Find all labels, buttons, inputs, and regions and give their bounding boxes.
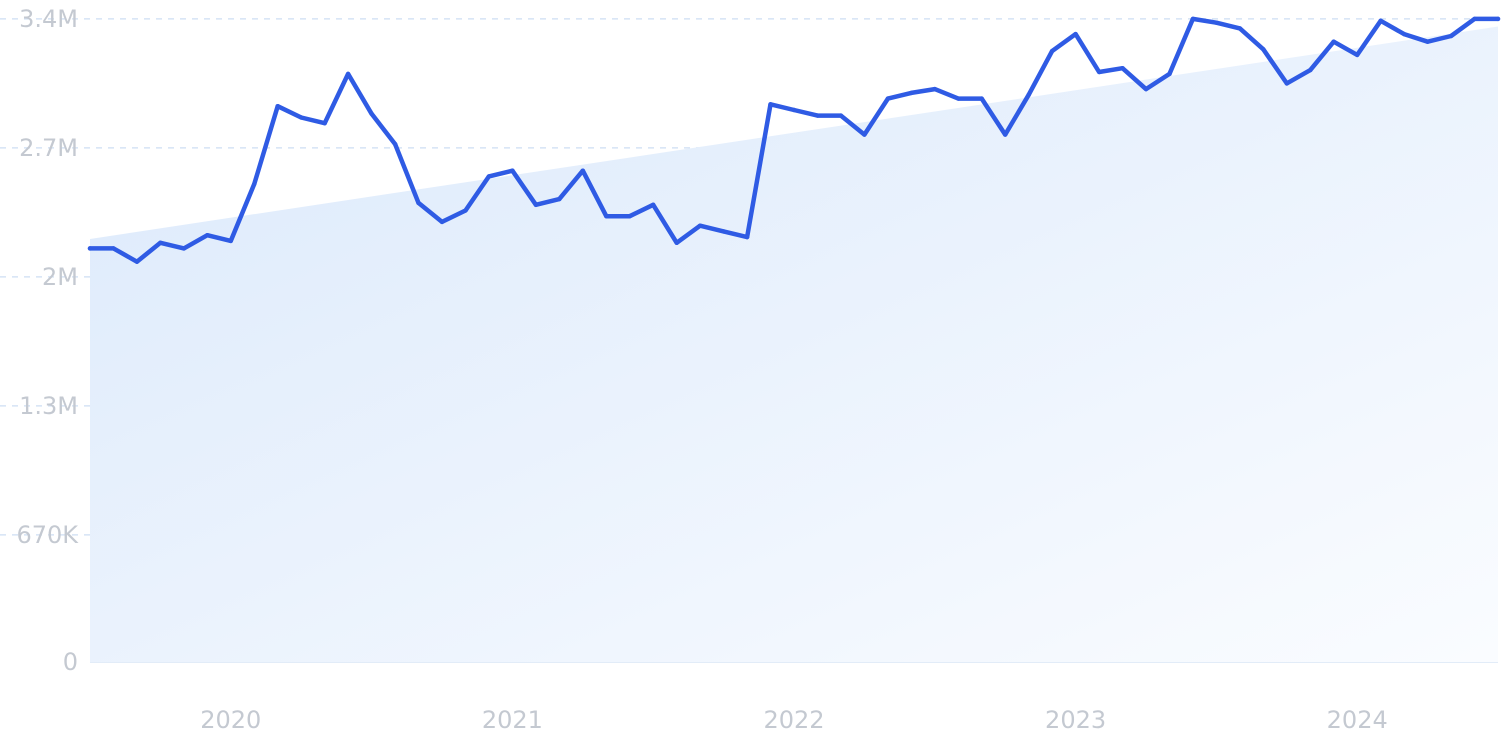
data-point xyxy=(1472,16,1477,22)
data-point xyxy=(1308,67,1313,73)
trend-area xyxy=(90,26,1498,663)
data-point xyxy=(416,200,421,206)
data-point xyxy=(1425,39,1430,44)
data-point xyxy=(275,104,280,109)
data-point xyxy=(1237,26,1243,31)
data-point xyxy=(1495,16,1501,22)
data-point xyxy=(580,168,585,173)
data-point xyxy=(1049,48,1055,54)
data-point xyxy=(463,208,468,213)
data-point xyxy=(392,141,398,147)
y-tick-label: 3.4M xyxy=(19,5,78,33)
x-axis-ticks: 2020 2021 2022 2023 2024 xyxy=(200,706,1387,734)
data-points-layer xyxy=(87,16,1501,264)
data-point xyxy=(1073,31,1078,37)
x-tick-label: 2023 xyxy=(1045,706,1106,734)
data-point xyxy=(369,111,374,117)
data-point xyxy=(885,96,891,101)
data-point xyxy=(1378,18,1383,23)
data-point xyxy=(909,90,914,96)
x-tick-label: 2024 xyxy=(1327,706,1388,734)
data-point xyxy=(1120,66,1125,71)
data-point xyxy=(345,71,351,77)
data-point xyxy=(956,96,961,101)
data-point xyxy=(181,246,187,251)
data-point xyxy=(1261,47,1266,52)
y-tick-label: 2M xyxy=(42,263,78,291)
data-point xyxy=(604,214,609,219)
data-point xyxy=(1167,71,1172,77)
data-point xyxy=(838,113,844,118)
y-tick-label: 670K xyxy=(16,521,79,549)
data-point xyxy=(134,259,140,264)
data-point xyxy=(697,223,703,228)
y-axis-ticks: 0 670K 1.3M 2M 2.7M 3.4M xyxy=(16,5,79,676)
data-point xyxy=(674,240,679,245)
data-point xyxy=(1331,39,1336,44)
data-point xyxy=(979,96,984,101)
data-point xyxy=(111,246,116,251)
data-point xyxy=(651,202,656,207)
data-point xyxy=(1143,86,1149,92)
data-point xyxy=(158,240,163,245)
data-point xyxy=(932,86,937,92)
data-point xyxy=(791,107,797,113)
data-point xyxy=(1214,20,1219,25)
data-point xyxy=(439,219,445,225)
x-tick-label: 2021 xyxy=(482,706,543,734)
data-point xyxy=(1003,132,1008,137)
data-point xyxy=(533,202,539,207)
data-point xyxy=(252,181,257,187)
data-point xyxy=(1284,81,1290,86)
data-point xyxy=(744,234,750,240)
data-point xyxy=(862,132,867,137)
data-point xyxy=(510,168,515,173)
y-tick-label: 0 xyxy=(63,648,78,676)
data-point xyxy=(1190,16,1196,22)
data-point xyxy=(299,115,304,120)
data-point xyxy=(205,233,210,238)
data-point xyxy=(815,113,820,118)
data-point xyxy=(1355,52,1360,58)
data-point xyxy=(557,196,562,202)
data-point xyxy=(322,121,327,126)
data-point xyxy=(228,238,233,244)
data-point xyxy=(486,174,492,179)
trend-area-layer xyxy=(90,26,1498,663)
data-point xyxy=(1096,69,1102,75)
x-tick-label: 2020 xyxy=(200,706,261,734)
data-point xyxy=(1026,92,1031,98)
data-point xyxy=(1448,33,1454,39)
data-point xyxy=(627,214,632,219)
x-tick-label: 2022 xyxy=(763,706,824,734)
data-point xyxy=(721,229,726,234)
data-point xyxy=(768,102,773,107)
y-tick-label: 1.3M xyxy=(19,392,78,420)
y-tick-label: 2.7M xyxy=(19,134,78,162)
data-point xyxy=(87,246,93,251)
data-point xyxy=(1401,31,1407,37)
